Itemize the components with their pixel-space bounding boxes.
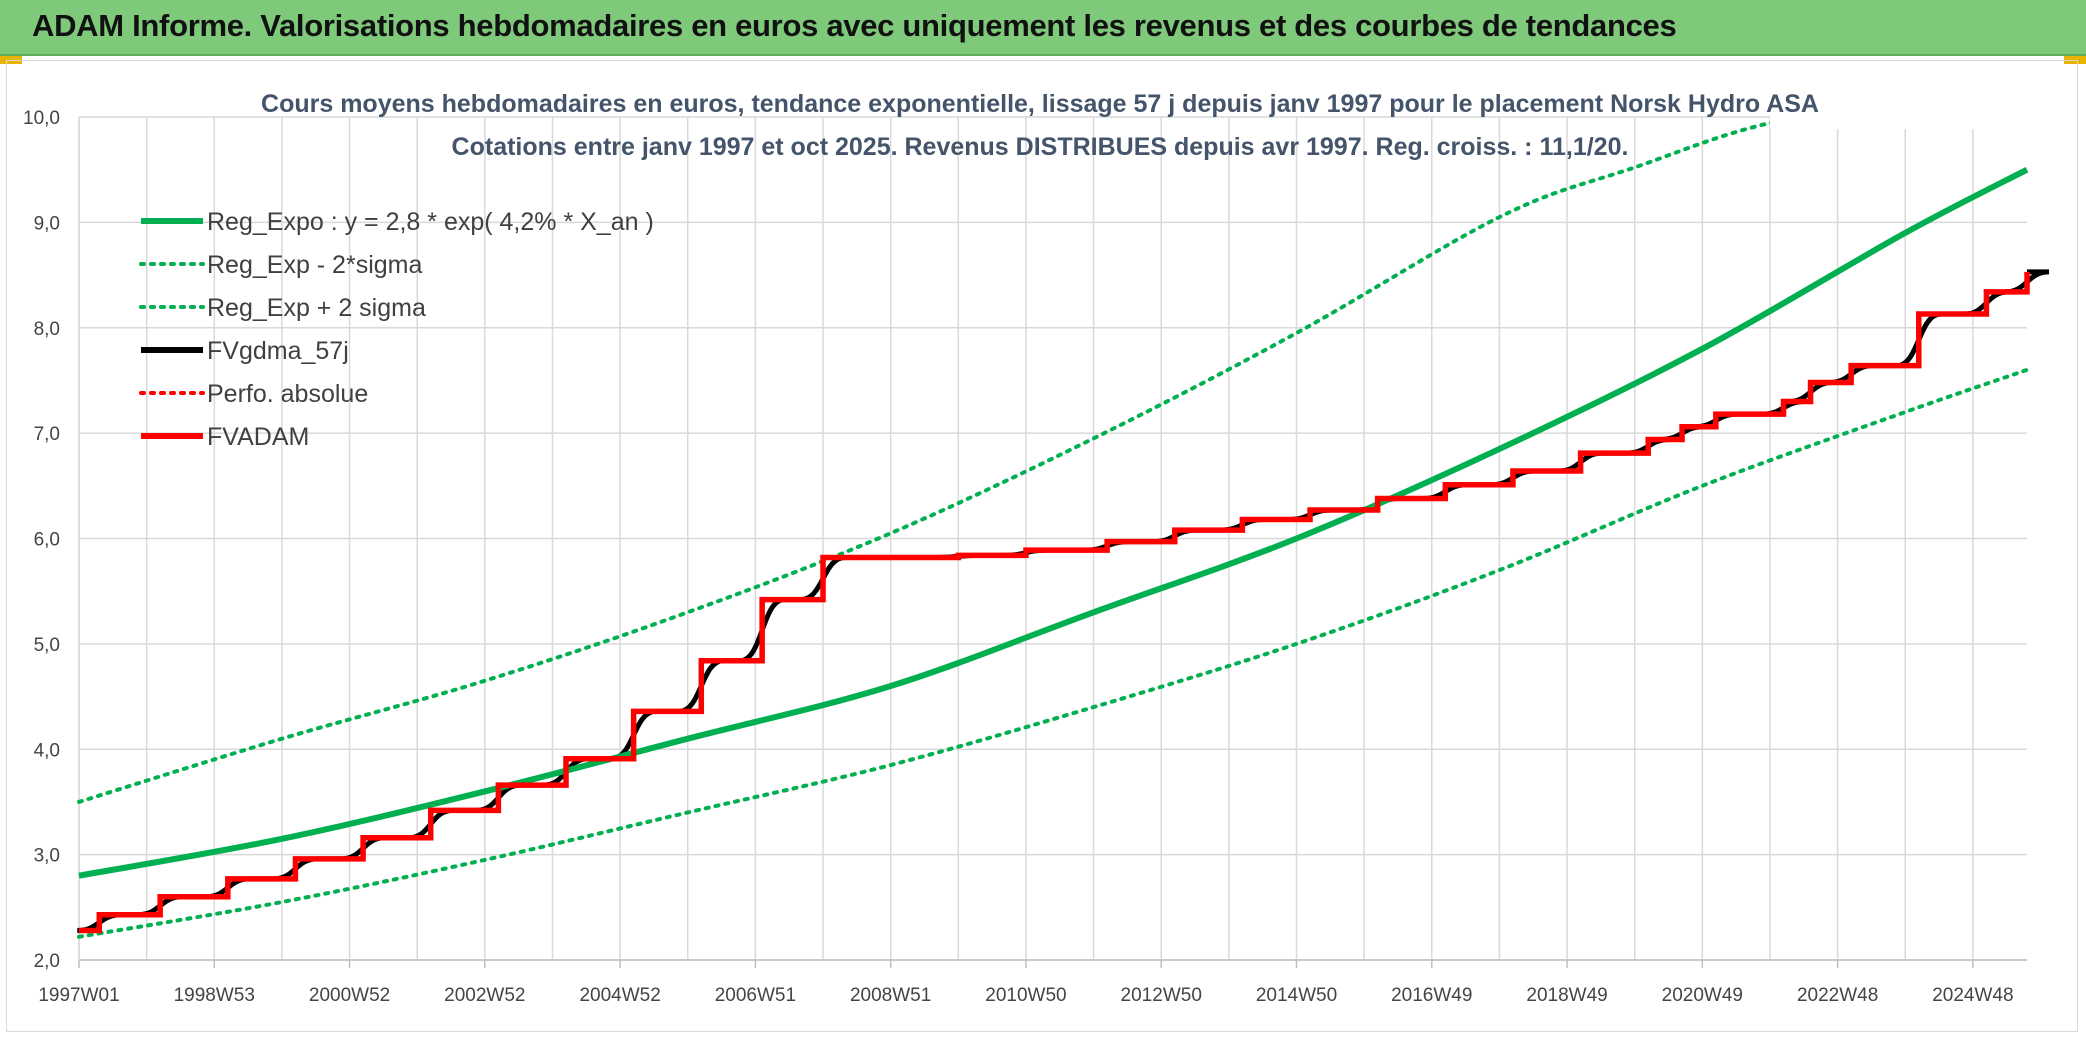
legend-label: Reg_Exp - 2*sigma [207,251,422,279]
x-tick-label: 2000W52 [309,985,390,1006]
legend-label: FVADAM [207,423,309,451]
series-line-2 [77,111,2029,804]
x-tick-label: 2020W49 [1662,985,1743,1006]
chart-title: Cours moyens hebdomadaires en euros, ten… [261,90,1819,118]
legend-label: Reg_Exp + 2 sigma [207,294,426,322]
y-tick-label: 4,0 [34,740,60,761]
series-line-3 [77,269,2050,933]
x-tick-label: 2018W49 [1526,985,1607,1006]
x-tick-label: 2012W50 [1121,985,1202,1006]
chart-frame [6,60,2078,1032]
x-tick-label: 2004W52 [579,985,660,1006]
legend-label: Perfo. absolue [207,380,368,408]
series-line-0 [78,167,2029,879]
x-tick-label: 2010W50 [985,985,1066,1006]
x-tick-label: 2014W50 [1256,985,1337,1006]
y-tick-label: 2,0 [34,951,60,972]
series-lines [77,111,2050,939]
x-tick-label: 1998W53 [174,985,255,1006]
x-tick-label: 2024W48 [1932,985,2013,1006]
report-title: ADAM Informe. Valorisations hebdomadaire… [32,8,1677,43]
y-tick-label: 8,0 [34,319,60,340]
series-line-5 [79,271,2030,934]
chart-subtitle: Cotations entre janv 1997 et oct 2025. R… [452,133,1629,161]
series-line-1 [77,367,2029,939]
grid [78,116,2027,961]
legend-label: FVgdma_57j [207,337,349,365]
y-tick-label: 9,0 [34,213,60,234]
subtitle-mask [1770,109,2070,129]
x-tick-label: 1997W01 [38,985,119,1006]
report-banner: ADAM Informe. Valorisations hebdomadaire… [0,0,2086,56]
y-tick-label: 5,0 [34,635,60,656]
y-tick-label: 10,0 [23,108,60,129]
x-tick-label: 2002W52 [444,985,525,1006]
axes: 2,0 3,0 4,0 5,0 6,0 7,0 8,0 9,0 10,0 1997W01 1998W… [23,108,2027,1006]
legend: Reg_Expo : y = 2,8 * exp( 4,2% * X_an ) R… [139,208,654,451]
y-tick-label: 6,0 [34,530,60,551]
y-tick-label: 7,0 [34,424,60,445]
x-tick-label: 2022W48 [1797,985,1878,1006]
x-tick-label: 2008W51 [850,985,931,1006]
x-tick-label: 2016W49 [1391,985,1472,1006]
x-tick-label: 2006W51 [715,985,796,1006]
legend-label: Reg_Expo : y = 2,8 * exp( 4,2% * X_an ) [207,208,654,236]
y-tick-label: 3,0 [34,846,60,867]
